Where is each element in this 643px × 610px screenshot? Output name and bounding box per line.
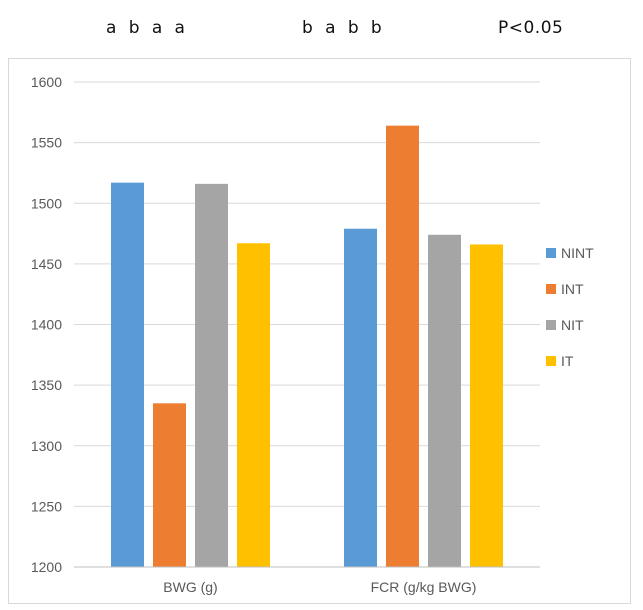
significance-letters-group-2: b a b b xyxy=(302,18,383,38)
bars xyxy=(111,125,503,568)
x-category-label: FCR (g/kg BWG) xyxy=(371,579,477,595)
legend-swatch xyxy=(546,248,556,258)
legend-label: NIT xyxy=(561,317,584,333)
y-tick-label: 1200 xyxy=(31,559,62,575)
bar-nit xyxy=(428,234,461,567)
y-tick-label: 1550 xyxy=(31,135,62,151)
legend-label: IT xyxy=(561,353,574,369)
significance-letters-group-1: a b a a xyxy=(106,18,186,38)
x-axis-categories: BWG (g) FCR (g/kg BWG) xyxy=(163,579,476,595)
chart-frame xyxy=(8,58,631,604)
legend-label: NINT xyxy=(561,245,594,261)
y-tick-label: 1500 xyxy=(31,195,62,211)
x-category-label: BWG (g) xyxy=(163,579,217,595)
bar-nint xyxy=(111,182,144,567)
y-tick-label: 1300 xyxy=(31,438,62,454)
y-axis-ticks: 1200 1250 1300 1350 1400 1450 1500 1550 1600 xyxy=(31,74,62,575)
y-tick-label: 1400 xyxy=(31,317,62,333)
bar-int xyxy=(386,125,419,568)
bar-it xyxy=(470,244,503,567)
legend-swatch xyxy=(546,320,556,330)
p-value-label: P<0.05 xyxy=(498,18,564,38)
legend: NINT INT NIT IT xyxy=(546,245,594,369)
bar-nint xyxy=(344,228,377,567)
gridlines xyxy=(74,81,540,507)
y-tick-label: 1450 xyxy=(31,256,62,272)
legend-label: INT xyxy=(561,281,584,297)
bar-nit xyxy=(195,183,228,567)
bar-int xyxy=(153,403,186,567)
legend-swatch xyxy=(546,284,556,294)
y-tick-label: 1250 xyxy=(31,498,62,514)
bar-it xyxy=(237,243,270,567)
legend-swatch xyxy=(546,356,556,366)
y-tick-label: 1350 xyxy=(31,377,62,393)
y-tick-label: 1600 xyxy=(31,74,62,90)
